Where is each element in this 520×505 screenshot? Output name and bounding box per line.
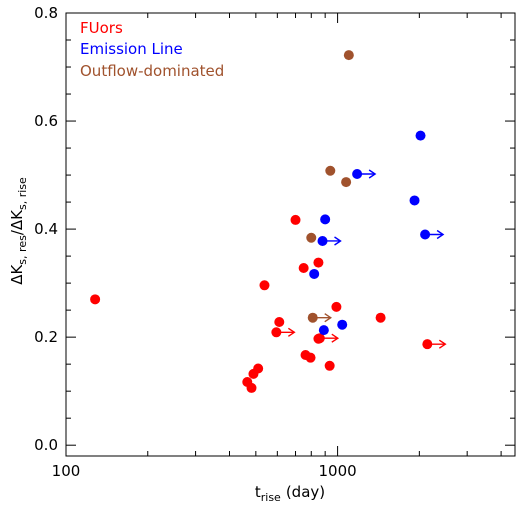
y-axis-label-delta2: ΔK bbox=[8, 209, 26, 230]
legend-entry-emission-line: Emission Line bbox=[80, 40, 183, 58]
marker-fuors bbox=[298, 262, 309, 273]
lower-limit-arrow-head bbox=[436, 229, 445, 240]
y-axis-ticks: 0.0 0.2 0.4 0.6 0.8 bbox=[34, 4, 515, 454]
y-axis-label-delta1: ΔK bbox=[8, 264, 26, 285]
marker-emission-line bbox=[318, 325, 329, 336]
x-axis-ticks: 100 1000 bbox=[52, 13, 502, 480]
y-axis-label-sub1: s, res bbox=[16, 235, 29, 265]
y-axis-label-slash: / bbox=[8, 229, 26, 235]
x-axis-label: trise (day) bbox=[255, 483, 325, 504]
marker-fuors bbox=[331, 301, 342, 312]
marker-outflow-dominated bbox=[341, 177, 352, 188]
y-tick-label: 0.8 bbox=[34, 4, 58, 22]
marker-emission-line bbox=[337, 319, 348, 330]
y-tick-label: 0.4 bbox=[34, 220, 58, 238]
x-tick-label: 100 bbox=[52, 462, 81, 480]
y-axis-label-sub2: s, rise bbox=[16, 177, 29, 210]
y-tick-label: 0.0 bbox=[34, 436, 58, 454]
marker-emission-line bbox=[320, 214, 331, 225]
y-tick-label: 0.2 bbox=[34, 328, 58, 346]
lower-limit-arrow-head bbox=[324, 313, 332, 323]
legend-entry-fuors: FUors bbox=[80, 19, 123, 37]
lower-limit-arrow-head bbox=[334, 236, 342, 246]
marker-emission-line bbox=[409, 195, 420, 206]
lower-limit-arrow-head bbox=[368, 169, 377, 179]
x-axis-label-unit: (day) bbox=[286, 483, 325, 501]
x-axis-label-sub: rise bbox=[261, 491, 281, 504]
x-axis-label-main: t bbox=[255, 483, 261, 501]
marker-fuors bbox=[290, 214, 301, 225]
data-markers bbox=[90, 50, 447, 393]
marker-fuors bbox=[259, 280, 270, 291]
y-tick-label: 0.6 bbox=[34, 112, 58, 130]
lower-limit-arrow-head bbox=[331, 333, 340, 343]
marker-outflow-dominated bbox=[306, 232, 317, 243]
marker-fuors bbox=[274, 317, 285, 328]
marker-fuors bbox=[324, 360, 335, 371]
marker-outflow-dominated bbox=[325, 165, 336, 176]
marker-fuors bbox=[246, 382, 257, 393]
marker-emission-line bbox=[309, 268, 320, 279]
lower-limit-arrow-head bbox=[287, 327, 296, 337]
plot-frame bbox=[65, 12, 516, 457]
x-tick-label: 1000 bbox=[318, 462, 356, 480]
marker-fuors bbox=[305, 352, 316, 363]
legend: FUors Emission Line Outflow-dominated bbox=[80, 19, 224, 80]
legend-entry-outflow-dominated: Outflow-dominated bbox=[80, 62, 224, 80]
marker-emission-line bbox=[415, 130, 426, 141]
marker-fuors bbox=[375, 312, 386, 323]
marker-fuors bbox=[90, 294, 101, 305]
marker-fuors bbox=[253, 363, 264, 374]
lower-limit-arrow-head bbox=[438, 339, 447, 349]
marker-fuors bbox=[313, 257, 324, 268]
marker-outflow-dominated bbox=[343, 50, 354, 61]
y-axis-label: ΔKs, res/ΔKs, rise bbox=[8, 177, 29, 285]
